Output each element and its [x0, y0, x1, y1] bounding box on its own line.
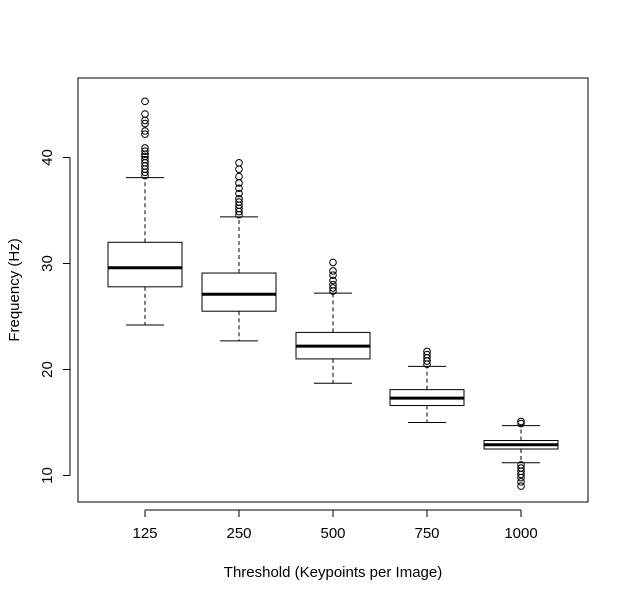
- outlier-point: [423, 350, 431, 359]
- box-125: [107, 97, 183, 326]
- outlier-point: [517, 482, 525, 490]
- outlier-point: [423, 347, 431, 356]
- outlier-point: [517, 417, 525, 426]
- y-tick-label-30: 30: [39, 255, 56, 272]
- outlier-point: [235, 159, 243, 167]
- outlier-point: [517, 478, 525, 486]
- outlier-point: [141, 130, 149, 138]
- outlier-point: [235, 165, 243, 173]
- outlier-point: [329, 276, 337, 285]
- y-axis-label: Frequency (Hz): [6, 238, 23, 341]
- outlier-point: [235, 172, 243, 181]
- outlier-point: [141, 119, 149, 128]
- box-iqr: [201, 272, 277, 312]
- outlier-point: [141, 127, 149, 135]
- y-axis: 10 20 30 40: [39, 149, 71, 484]
- x-axis-label: Threshold (Keypoints per Image): [224, 564, 442, 581]
- outlier-point: [235, 189, 243, 198]
- x-tick-label-125: 125: [132, 525, 157, 542]
- outlier-point: [517, 473, 525, 482]
- x-tick-label-1000: 1000: [504, 525, 537, 542]
- x-tick-label-500: 500: [320, 525, 345, 542]
- outlier-point: [141, 147, 149, 155]
- outlier-point: [329, 267, 337, 275]
- outlier-point: [329, 271, 337, 279]
- x-tick-label-250: 250: [226, 525, 251, 542]
- box-series: [107, 97, 559, 490]
- outlier-point: [141, 152, 149, 161]
- plot-frame: [77, 77, 589, 503]
- outlier-point: [141, 155, 149, 164]
- outlier-point: [517, 470, 525, 479]
- outlier-point: [329, 280, 337, 289]
- y-tick-label-10: 10: [39, 467, 56, 484]
- box-500: [295, 258, 371, 384]
- outlier-point: [329, 284, 337, 292]
- x-tick-label-750: 750: [414, 525, 439, 542]
- outlier-point: [235, 198, 243, 206]
- outlier-point: [329, 258, 337, 267]
- outlier-point: [141, 144, 149, 152]
- outlier-point: [235, 184, 243, 193]
- y-tick-label-40: 40: [39, 149, 56, 166]
- outlier-point: [141, 110, 149, 118]
- y-tick-label-20: 20: [39, 361, 56, 378]
- outlier-point: [517, 419, 525, 428]
- outlier-point: [235, 195, 243, 203]
- box-750: [389, 347, 465, 423]
- x-axis: 125 250 500 750 1000: [132, 509, 538, 542]
- box-iqr: [107, 241, 183, 288]
- box-250: [201, 159, 277, 342]
- box-1000: [483, 417, 559, 490]
- outlier-point: [141, 97, 149, 106]
